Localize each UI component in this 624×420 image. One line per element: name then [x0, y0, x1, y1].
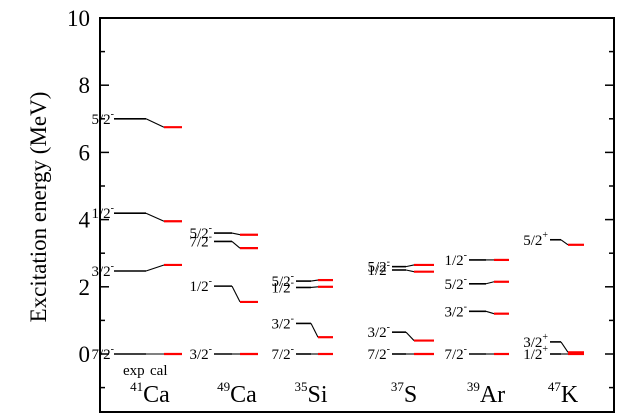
element-symbol: K [561, 382, 579, 408]
level-connector [560, 341, 569, 353]
nucleus-label: 35Si [294, 379, 327, 408]
spin-parity-label: 7/2- [91, 344, 114, 363]
parity-superscript: - [291, 271, 294, 282]
nucleus-37s: 7/2- 3/2- 1/2-5/2- 37S [367, 257, 434, 408]
parity-superscript: - [111, 344, 114, 355]
spin-parity-label: 1/2+ [523, 344, 548, 363]
parity-superscript: - [464, 274, 467, 285]
level-connector [145, 264, 165, 272]
level-connector [405, 264, 415, 268]
level-connector [560, 239, 569, 246]
nucleus-35si: 7/2- 3/2- 1/2-5/2- 35Si [271, 271, 333, 408]
y-tick-label: 6 [79, 140, 91, 165]
mass-number: 39 [467, 379, 480, 394]
spin-parity-label: 5/2- [367, 257, 390, 276]
nucleus-label: 37S [391, 379, 417, 408]
spin-parity-label: 5/2+ [523, 230, 548, 249]
mass-number: 47 [548, 379, 562, 394]
level-connector [145, 118, 165, 128]
level-connector [145, 212, 165, 222]
spin-parity-label: 1/2- [271, 277, 294, 296]
parity-superscript: - [209, 344, 212, 355]
parity-superscript: - [209, 223, 212, 234]
nucleus-41ca: 7/2- 3/2- 1/2- 5/2- 41Ca [91, 109, 182, 408]
level-connector [405, 269, 415, 273]
y-tick-label: 4 [79, 208, 91, 233]
spin-parity-label: 3/2- [444, 301, 467, 320]
y-axis-title: Excitation energy (MeV) [26, 92, 51, 323]
y-tick-label: 0 [79, 342, 91, 367]
level-connector [231, 232, 241, 236]
y-tick-label: 8 [79, 73, 91, 98]
nucleus-39ar: 7/2- 3/2- 5/2- 1/2- 39Ar [444, 250, 509, 408]
spin-parity-label: 1/2- [91, 203, 114, 222]
spin-parity-label: 1/2- [444, 250, 467, 269]
element-symbol: Ca [143, 382, 170, 408]
parity-superscript: - [111, 203, 114, 214]
parity-superscript: - [111, 109, 114, 120]
level-connector [231, 285, 241, 303]
spin-parity-label: 1/2- [367, 260, 390, 279]
spin-parity-label: 7/2- [271, 344, 294, 363]
mass-number: 41 [130, 379, 143, 394]
nucleus-label: 47K [548, 379, 579, 408]
column-label-exp: exp [123, 363, 145, 379]
parity-superscript: + [542, 230, 548, 241]
parity-superscript: + [542, 332, 548, 343]
parity-superscript: - [387, 257, 390, 268]
spin-parity-label: 3/2- [271, 313, 294, 332]
nucleus-label: 49Ca [217, 379, 257, 408]
spin-parity-label: 3/2- [189, 344, 212, 363]
y-tick-label: 10 [67, 6, 90, 31]
parity-superscript: - [111, 261, 114, 272]
spin-parity-label: 3/2+ [523, 332, 548, 351]
element-symbol: Si [307, 382, 327, 408]
spin-parity-label: 7/2- [367, 344, 390, 363]
parity-superscript: - [291, 344, 294, 355]
parity-superscript: - [464, 344, 467, 355]
mass-number: 49 [217, 379, 230, 394]
nucleus-label: 39Ar [467, 379, 505, 408]
level-connector [310, 279, 319, 282]
parity-superscript: - [291, 313, 294, 324]
spin-parity-label: 5/2- [189, 223, 212, 242]
parity-superscript: - [464, 301, 467, 312]
parity-superscript: - [387, 344, 390, 355]
parity-superscript: + [542, 344, 548, 355]
spin-parity-label: 7/2- [444, 344, 467, 363]
level-connector [405, 331, 415, 341]
level-connector [310, 323, 319, 338]
level-connector [231, 241, 241, 249]
mass-number: 37 [391, 379, 405, 394]
element-symbol: Ar [480, 382, 505, 408]
level-connector [310, 286, 319, 289]
nucleus-47k: 1/2+3/2+ 5/2+ 47K [523, 230, 584, 408]
nucleus-49ca: 3/2- 1/2- 7/2-5/2- 49Ca [189, 223, 258, 408]
element-symbol: Ca [230, 382, 257, 408]
spin-parity-label: 5/2- [91, 109, 114, 128]
spin-parity-label: 3/2- [91, 261, 114, 280]
parity-superscript: - [209, 276, 212, 287]
nucleus-label: 41Ca [130, 379, 170, 408]
plot-frame [99, 17, 615, 413]
mass-number: 35 [294, 379, 307, 394]
spin-parity-label: 5/2- [271, 271, 294, 290]
parity-superscript: - [209, 231, 212, 242]
parity-superscript: - [464, 250, 467, 261]
column-label-cal: cal [150, 363, 167, 379]
level-connector [485, 281, 495, 285]
element-symbol: S [404, 382, 417, 408]
parity-superscript: - [291, 277, 294, 288]
spin-parity-label: 5/2- [444, 274, 467, 293]
spin-parity-label: 7/2- [189, 231, 212, 250]
parity-superscript: - [387, 322, 390, 333]
parity-superscript: - [387, 260, 390, 271]
spin-parity-label: 3/2- [367, 322, 390, 341]
y-tick-label: 2 [79, 275, 91, 300]
spin-parity-label: 1/2- [189, 276, 212, 295]
level-connector [485, 310, 495, 315]
